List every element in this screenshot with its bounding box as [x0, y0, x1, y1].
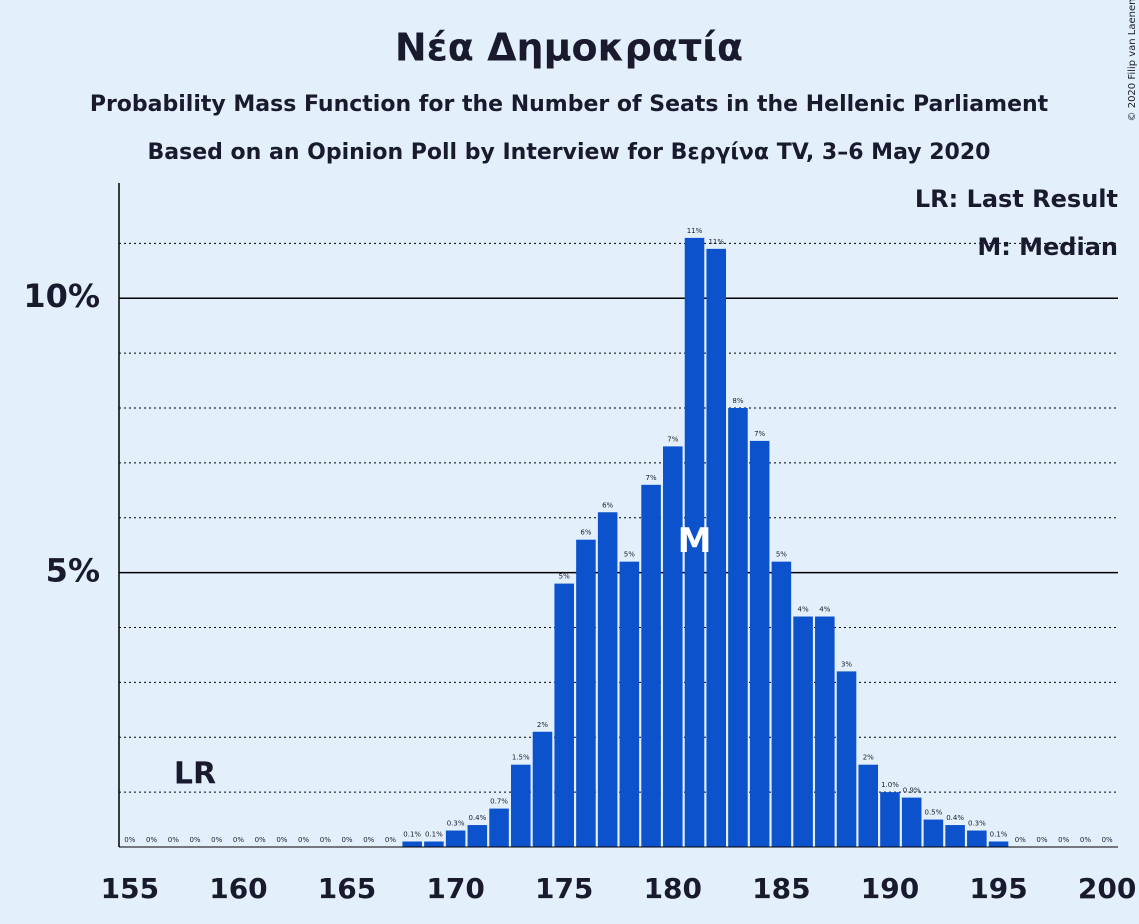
legend-entry: LR: Last Result [915, 185, 1118, 213]
bar [706, 248, 727, 847]
marker-label: M [678, 521, 712, 561]
bar [793, 616, 813, 847]
value-label: 0% [255, 836, 266, 844]
y-tick-label: 5% [46, 552, 100, 590]
value-label: 8% [732, 397, 743, 405]
value-label: 0% [1015, 836, 1026, 844]
bar [576, 539, 596, 847]
bar [424, 841, 444, 847]
value-label: 0% [385, 836, 396, 844]
value-label: 1.0% [881, 781, 899, 789]
value-label: 1.5% [512, 754, 530, 762]
x-tick-label: 170 [426, 872, 484, 905]
bar [815, 616, 835, 847]
value-label: 0% [1102, 836, 1113, 844]
value-label: 2% [537, 721, 548, 729]
value-label: 3% [841, 660, 852, 668]
x-tick-label: 190 [861, 872, 919, 905]
bar [597, 512, 618, 847]
value-label: 0.4% [468, 814, 486, 822]
value-label: 0.5% [925, 809, 943, 817]
value-label: 6% [580, 529, 591, 537]
bar [749, 440, 770, 847]
bar [445, 830, 466, 847]
bar [641, 484, 661, 847]
value-label: 0% [1080, 836, 1091, 844]
x-tick-label: 165 [318, 872, 376, 905]
value-label: 0.7% [490, 798, 508, 806]
value-label: 0.1% [990, 831, 1008, 839]
value-label: 0% [1058, 836, 1069, 844]
bar [510, 764, 531, 847]
value-label: 0.1% [425, 831, 443, 839]
bar [684, 237, 705, 847]
value-label: 0% [233, 836, 244, 844]
value-label: 7% [646, 474, 657, 482]
value-label: 11% [708, 238, 724, 246]
y-tick-label: 10% [23, 277, 100, 315]
bar [467, 825, 488, 847]
x-tick-label: 175 [535, 872, 593, 905]
value-label: 0% [168, 836, 179, 844]
value-label: 0% [146, 836, 157, 844]
chart-subtitle: Probability Mass Function for the Number… [90, 92, 1049, 117]
value-label: 0% [276, 836, 287, 844]
bar [402, 841, 422, 847]
bar [880, 792, 900, 847]
chart-title: Νέα Δημοκρατία [395, 26, 743, 70]
value-label: 4% [819, 606, 830, 614]
value-label: 6% [602, 501, 613, 509]
bar [836, 671, 857, 847]
chart-subtitle: Based on an Opinion Poll by Interview fo… [148, 140, 991, 165]
value-label: 0.1% [403, 831, 421, 839]
value-label: 0% [363, 836, 374, 844]
value-label: 0.3% [968, 820, 986, 828]
value-label: 0% [298, 836, 309, 844]
copyright: © 2020 Filip van Laenen [1127, 0, 1138, 121]
bar [967, 830, 987, 847]
value-label: 0% [1036, 836, 1047, 844]
bar [619, 561, 640, 847]
bar [728, 407, 748, 847]
value-label: 0.9% [903, 787, 921, 795]
bar [554, 583, 574, 847]
bar [489, 808, 509, 847]
bar [858, 764, 879, 847]
value-label: 0% [320, 836, 331, 844]
value-label: 7% [754, 430, 765, 438]
value-label: 0% [211, 836, 222, 844]
x-tick-label: 185 [752, 872, 810, 905]
value-label: 0.4% [946, 814, 964, 822]
value-label: 0.3% [447, 820, 465, 828]
value-label: 0% [124, 836, 135, 844]
bar [771, 561, 792, 847]
bar [663, 446, 683, 847]
x-tick-label: 155 [101, 872, 159, 905]
x-tick-label: 160 [209, 872, 267, 905]
bar [923, 819, 944, 847]
x-tick-label: 180 [644, 872, 702, 905]
x-tick-label: 200 [1078, 872, 1136, 905]
value-label: 0% [341, 836, 352, 844]
value-label: 0% [189, 836, 200, 844]
value-label: 5% [559, 573, 570, 581]
legend-entry: M: Median [977, 233, 1118, 261]
value-label: 4% [798, 606, 809, 614]
bar [901, 797, 922, 847]
value-label: 11% [687, 227, 703, 235]
value-label: 5% [776, 551, 787, 559]
value-label: 7% [667, 435, 678, 443]
value-label: 5% [624, 551, 635, 559]
bar [945, 825, 965, 847]
x-tick-label: 195 [969, 872, 1027, 905]
value-label: 2% [863, 754, 874, 762]
bar [988, 841, 1009, 847]
marker-label: LR [174, 757, 216, 792]
bar [532, 731, 553, 847]
